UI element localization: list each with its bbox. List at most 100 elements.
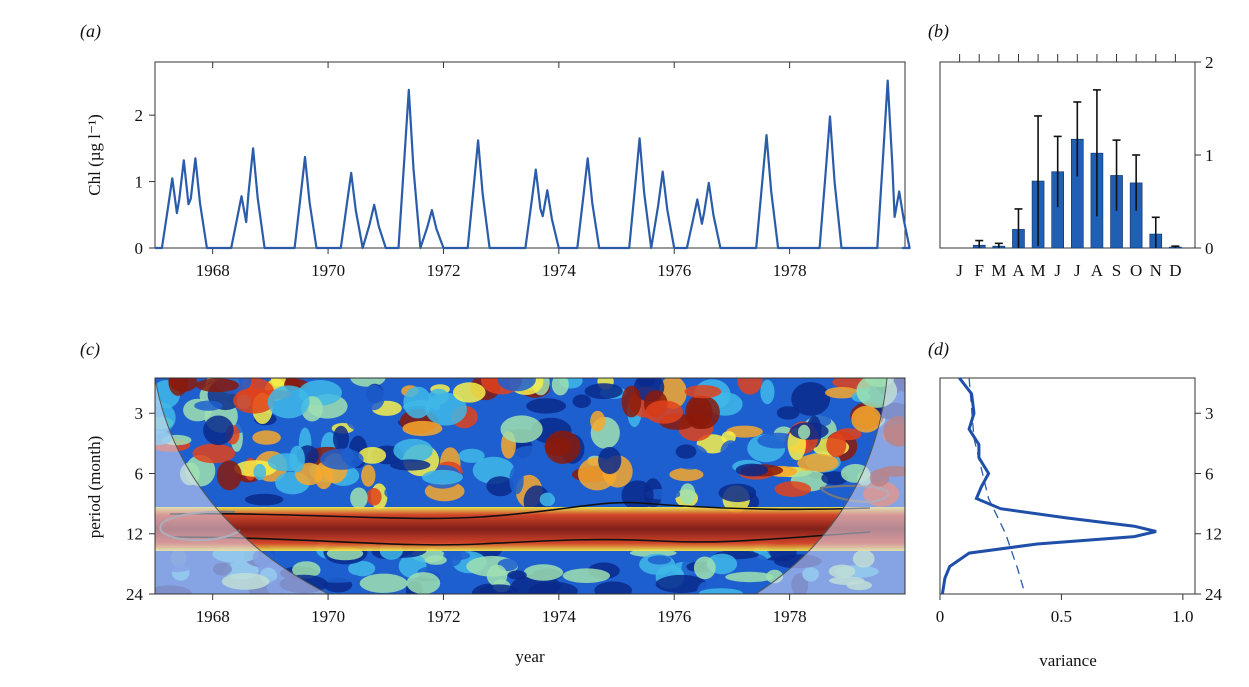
wavelet-power-blob bbox=[590, 410, 606, 432]
wavelet-power-blob bbox=[509, 465, 524, 495]
month-label: D bbox=[1169, 261, 1181, 280]
panel-a-y-tick-label: 1 bbox=[135, 173, 144, 192]
panel-c-x-tick-label: 1968 bbox=[196, 607, 230, 626]
wavelet-power-field bbox=[155, 378, 905, 594]
wavelet-power-blob bbox=[851, 405, 882, 433]
panel-a-frame bbox=[154, 61, 906, 249]
wavelet-power-blob bbox=[346, 410, 382, 432]
wavelet-power-blob bbox=[760, 379, 775, 405]
wavelet-power-blob bbox=[598, 446, 622, 475]
panel-d-y-tick-label: 24 bbox=[1205, 585, 1223, 604]
annual-band-fill bbox=[155, 507, 905, 551]
wavelet-power-blob bbox=[267, 385, 310, 419]
panel-d-y-tick-label: 12 bbox=[1205, 525, 1222, 544]
wavelet-power-blob bbox=[168, 378, 198, 392]
month-label: A bbox=[1012, 261, 1025, 280]
wavelet-power-blob bbox=[359, 573, 408, 593]
wavelet-power-blob bbox=[584, 383, 623, 400]
panel-b-y-tick-label: 0 bbox=[1205, 239, 1214, 258]
panel-a-x-tick-label: 1972 bbox=[426, 261, 460, 280]
panel-a-x-tick-label: 1976 bbox=[657, 261, 691, 280]
wavelet-power-blob bbox=[539, 492, 556, 507]
wavelet-power-blob bbox=[507, 570, 527, 580]
wavelet-power-blob bbox=[544, 430, 581, 464]
month-label: M bbox=[991, 261, 1006, 280]
wavelet-power-blob bbox=[510, 445, 552, 469]
panel-label-b: (b) bbox=[928, 21, 949, 42]
wavelet-power-blob bbox=[479, 584, 518, 594]
wavelet-power-blob bbox=[233, 387, 275, 414]
wavelet-power-blob bbox=[253, 463, 267, 481]
wavelet-power-blob bbox=[458, 448, 485, 463]
month-label: J bbox=[1054, 261, 1061, 280]
wavelet-power-blob bbox=[679, 483, 696, 505]
wavelet-power-blob bbox=[675, 444, 697, 459]
panel-b-bars bbox=[972, 89, 1182, 249]
cone-of-influence-line bbox=[155, 378, 888, 594]
wavelet-power-blob bbox=[363, 384, 385, 411]
wavelet-power-blob bbox=[735, 463, 769, 477]
wavelet-power-blob bbox=[698, 588, 743, 594]
wavelet-power-blob bbox=[798, 424, 811, 440]
wavelet-power-blob bbox=[774, 481, 812, 497]
month-label: F bbox=[974, 261, 983, 280]
panel-b-y-tick-label: 1 bbox=[1205, 146, 1214, 165]
panel-d-x-axis-label: variance bbox=[1039, 651, 1097, 670]
panel-d-x-ticks: 0 0.5 1.0 bbox=[936, 594, 1193, 626]
wavelet-power-blob bbox=[403, 386, 432, 419]
wavelet-power-blob bbox=[406, 572, 441, 594]
wavelet-power-blob bbox=[621, 385, 642, 418]
wavelet-power-blob bbox=[361, 464, 376, 487]
panel-d-y-ticks: 3 6 12 24 bbox=[1195, 404, 1223, 604]
wavelet-power-blob bbox=[594, 581, 633, 594]
wavelet-power-blob bbox=[655, 574, 707, 594]
wavelet-power-blob bbox=[523, 564, 564, 581]
wavelet-power-blob bbox=[384, 485, 406, 500]
wavelet-power-blob bbox=[393, 438, 433, 463]
wavelet-power-blob bbox=[486, 564, 508, 587]
significance-dashed-line bbox=[968, 377, 1026, 595]
wavelet-power-blob bbox=[718, 483, 757, 503]
panel-label-d: (d) bbox=[928, 339, 949, 360]
panel-c-y-tick-label: 3 bbox=[135, 404, 144, 423]
panel-a-x-tick-label: 1970 bbox=[311, 261, 345, 280]
panel-c-x-tick-label: 1970 bbox=[311, 607, 345, 626]
wavelet-power-blob bbox=[289, 445, 305, 473]
wavelet-power-blob bbox=[551, 476, 578, 502]
panel-c-y-tick-label: 6 bbox=[135, 464, 144, 483]
panel-d-x-tick-label: 0 bbox=[936, 607, 945, 626]
wavelet-power-blob bbox=[703, 458, 721, 483]
wavelet-power-blob bbox=[358, 447, 387, 464]
panel-a-timeseries: 1968 1970 1972 1974 1976 1978 0 1 2 Chl (µg l⁻¹… bbox=[85, 61, 911, 280]
wavelet-power-blob bbox=[245, 493, 284, 506]
wavelet-power-blob bbox=[292, 561, 321, 579]
panel-b-top-ticks bbox=[959, 54, 1176, 62]
panel-c-wavelet: 1968 1970 1972 1974 1976 1978 3 6 12 24 year per… bbox=[85, 377, 906, 666]
panel-c-x-tick-label: 1972 bbox=[426, 607, 460, 626]
panel-b-y-ticks: 0 1 2 bbox=[1195, 53, 1214, 258]
wavelet-power-blob bbox=[425, 555, 447, 565]
wavelet-power-blob bbox=[797, 453, 839, 473]
wavelet-power-blob bbox=[551, 378, 569, 396]
wavelet-power-blob bbox=[252, 430, 281, 445]
wavelet-power-blob bbox=[453, 382, 486, 403]
panel-c-y-tick-label: 12 bbox=[126, 525, 143, 544]
wavelet-power-blob bbox=[390, 459, 431, 471]
panel-c-y-tick-label: 24 bbox=[126, 585, 144, 604]
global-spectrum-line bbox=[940, 377, 1157, 595]
panel-a-x-tick-label: 1974 bbox=[542, 261, 577, 280]
wavelet-power-blob bbox=[428, 388, 449, 405]
wavelet-power-blob bbox=[402, 420, 443, 437]
wavelet-power-blob bbox=[725, 571, 774, 583]
panel-b-y-tick-label: 2 bbox=[1205, 53, 1214, 72]
panel-d-x-tick-label: 1.0 bbox=[1172, 607, 1193, 626]
panel-label-a: (a) bbox=[80, 21, 101, 42]
panel-d-global-spectrum: 0 0.5 1.0 3 6 12 24 variance bbox=[936, 377, 1223, 670]
month-label: J bbox=[1074, 261, 1081, 280]
panel-c-x-axis-label: year bbox=[515, 647, 545, 666]
wavelet-power-blob bbox=[684, 385, 722, 399]
wavelet-power-blob bbox=[194, 400, 223, 411]
